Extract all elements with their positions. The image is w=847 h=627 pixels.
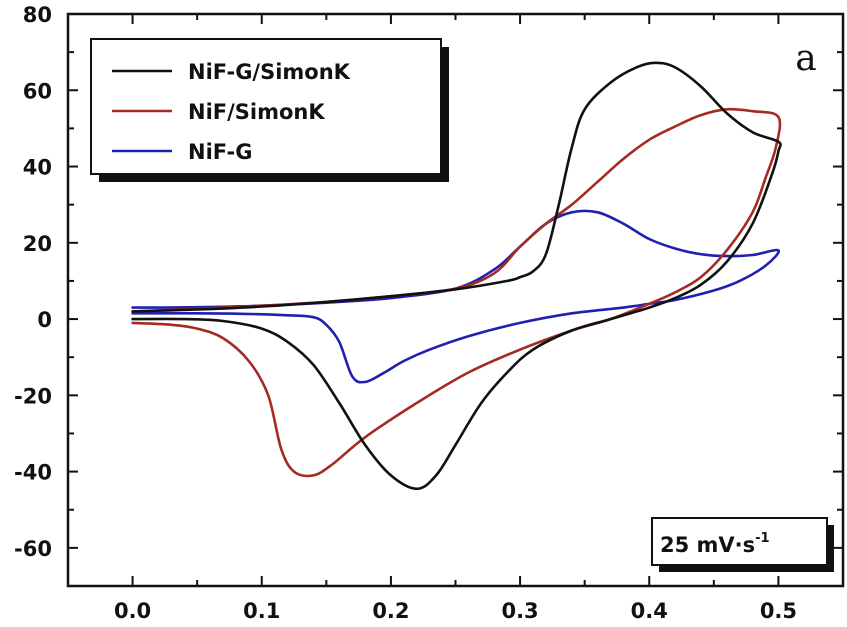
y-tick-label: -20 <box>14 384 52 408</box>
y-tick-label: -40 <box>14 461 52 485</box>
legend-label: NiF-G <box>188 140 252 164</box>
series-nif-g-line <box>131 209 781 384</box>
y-tick-label: 0 <box>37 308 52 332</box>
y-tick-label: -60 <box>14 537 52 561</box>
y-tick-label: 60 <box>23 79 52 103</box>
y-tick-label: 40 <box>23 156 52 180</box>
x-tick-label: 0.3 <box>501 599 538 623</box>
legend-label: NiF-G/SimonK <box>188 60 351 84</box>
scan-rate-text: 25 mV·s <box>660 533 755 557</box>
y-tick-label: 80 <box>23 3 52 27</box>
series-nif-g-simonk-line <box>131 61 782 491</box>
legend: NiF-G/SimonK NiF/SimonK NiF-G <box>90 38 449 182</box>
x-tick-label: 0.2 <box>372 599 409 623</box>
x-tick-label: 0.0 <box>114 599 151 623</box>
legend-label: NiF/SimonK <box>188 100 325 124</box>
series-nif-simonk-line <box>131 107 782 478</box>
scan-rate-superscript: -1 <box>755 531 769 546</box>
y-tick-label: 20 <box>23 232 52 256</box>
axis-ticks: 0.0 0.1 0.2 0.3 0.4 0.5 -60 -40 -20 0 20 40 60 80 <box>14 3 844 623</box>
scan-rate-box: 25 mV·s-1 <box>651 517 834 572</box>
x-tick-label: 0.4 <box>631 599 668 623</box>
legend-entries: NiF-G/SimonK NiF/SimonK NiF-G <box>112 60 351 164</box>
x-tick-label: 0.5 <box>760 599 797 623</box>
panel-label: a <box>795 38 816 79</box>
x-tick-label: 0.1 <box>243 599 280 623</box>
scan-rate-frame <box>651 517 828 566</box>
scan-rate-label: 25 mV·s-1 <box>660 531 770 557</box>
series-layer <box>131 61 782 491</box>
